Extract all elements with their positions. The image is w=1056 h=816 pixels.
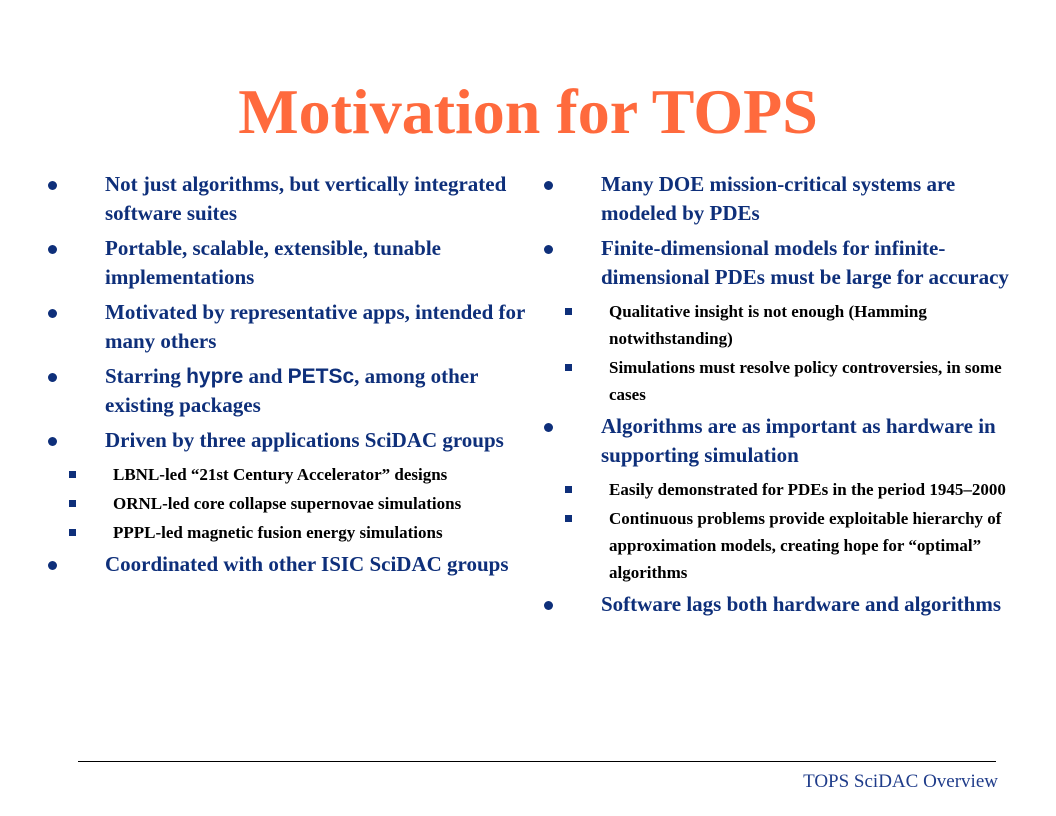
bullet-text-post: , among other existing packages: [105, 364, 479, 417]
square-bullet-icon: [565, 364, 572, 371]
square-bullet-icon: [69, 500, 76, 507]
sub-bullet-item: Simulations must resolve policy controve…: [544, 354, 1014, 408]
bullet-item: Driven by three applications SciDAC grou…: [48, 426, 536, 455]
square-bullet-icon: [565, 308, 572, 315]
bullet-dot-icon: [48, 561, 57, 570]
right-column: Many DOE mission-critical systems are mo…: [544, 170, 1014, 625]
slide-title: Motivation for TOPS: [238, 76, 818, 147]
bullet-list-left: Not just algorithms, but vertically inte…: [48, 170, 536, 455]
bullet-item: Coordinated with other ISIC SciDAC group…: [48, 550, 536, 579]
bullet-text: Algorithms are as important as hardware …: [601, 414, 996, 467]
bullet-text: Software lags both hardware and algorith…: [601, 592, 1001, 616]
sub-bullet-item: Continuous problems provide exploitable …: [544, 505, 1014, 586]
bullet-item: Starring hypre and PETSc, among other ex…: [48, 362, 536, 420]
bullet-item: Algorithms are as important as hardware …: [544, 412, 1014, 470]
package-name-hypre: hypre: [186, 365, 244, 388]
sub-bullet-item: Easily demonstrated for PDEs in the peri…: [544, 476, 1014, 503]
square-bullet-icon: [69, 471, 76, 478]
sub-bullet-item: LBNL-led “21st Century Accelerator” desi…: [48, 461, 536, 488]
sub-bullet-text: LBNL-led “21st Century Accelerator” desi…: [113, 465, 448, 484]
footer-text: TOPS SciDAC Overview: [803, 771, 998, 792]
sub-bullet-item: PPPL-led magnetic fusion energy simulati…: [48, 519, 536, 546]
footer-divider: [78, 761, 996, 762]
bullet-text-mid: and: [243, 364, 288, 388]
left-column: Not just algorithms, but vertically inte…: [48, 170, 536, 585]
bullet-dot-icon: [544, 601, 553, 610]
bullet-dot-icon: [48, 309, 57, 318]
sub-bullet-text: Continuous problems provide exploitable …: [609, 509, 1002, 582]
bullet-item: Software lags both hardware and algorith…: [544, 590, 1014, 619]
bullet-text: Portable, scalable, extensible, tunable …: [105, 236, 441, 289]
sub-bullet-text: Easily demonstrated for PDEs in the peri…: [609, 480, 1006, 499]
bullet-item: Motivated by representative apps, intend…: [48, 298, 536, 356]
sub-bullet-list-left: LBNL-led “21st Century Accelerator” desi…: [48, 461, 536, 546]
bullet-item: Finite-dimensional models for infinite-d…: [544, 234, 1014, 292]
bullet-dot-icon: [48, 245, 57, 254]
bullet-text: Driven by three applications SciDAC grou…: [105, 428, 504, 452]
bullet-item: Many DOE mission-critical systems are mo…: [544, 170, 1014, 228]
package-name-petsc: PETSc: [287, 365, 355, 388]
sub-bullet-item: Qualitative insight is not enough (Hammi…: [544, 298, 1014, 352]
bullet-item: Not just algorithms, but vertically inte…: [48, 170, 536, 228]
bullet-list-right: Many DOE mission-critical systems are mo…: [544, 170, 1014, 292]
bullet-dot-icon: [48, 373, 57, 382]
bullet-text: Not just algorithms, but vertically inte…: [105, 172, 507, 225]
bullet-text-pre: Starring: [105, 364, 187, 388]
bullet-dot-icon: [48, 437, 57, 446]
bullet-dot-icon: [48, 181, 57, 190]
bullet-text: Finite-dimensional models for infinite-d…: [601, 236, 1009, 289]
square-bullet-icon: [565, 486, 572, 493]
bullet-text: Motivated by representative apps, intend…: [105, 300, 525, 353]
bullet-list-left-end: Coordinated with other ISIC SciDAC group…: [48, 550, 536, 579]
sub-bullet-text: PPPL-led magnetic fusion energy simulati…: [113, 523, 443, 542]
sub-bullet-list-right-2: Easily demonstrated for PDEs in the peri…: [544, 476, 1014, 586]
square-bullet-icon: [69, 529, 76, 536]
bullet-item: Portable, scalable, extensible, tunable …: [48, 234, 536, 292]
bullet-dot-icon: [544, 245, 553, 254]
sub-bullet-text: Simulations must resolve policy controve…: [609, 358, 1002, 404]
sub-bullet-item: ORNL-led core collapse supernovae simula…: [48, 490, 536, 517]
bullet-dot-icon: [544, 181, 553, 190]
bullet-list-right-end: Software lags both hardware and algorith…: [544, 590, 1014, 619]
bullet-text: Many DOE mission-critical systems are mo…: [601, 172, 956, 225]
sub-bullet-list-right-1: Qualitative insight is not enough (Hammi…: [544, 298, 1014, 408]
square-bullet-icon: [565, 515, 572, 522]
sub-bullet-text: ORNL-led core collapse supernovae simula…: [113, 494, 462, 513]
bullet-dot-icon: [544, 423, 553, 432]
bullet-text: Coordinated with other ISIC SciDAC group…: [105, 552, 509, 576]
bullet-list-right-mid: Algorithms are as important as hardware …: [544, 412, 1014, 470]
sub-bullet-text: Qualitative insight is not enough (Hammi…: [609, 302, 927, 348]
